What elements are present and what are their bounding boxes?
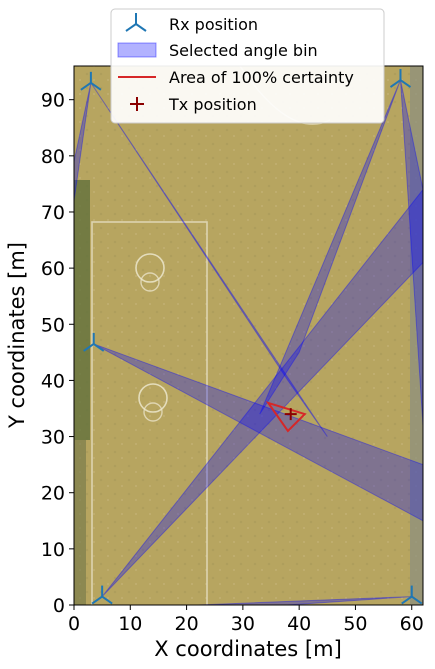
x-tick-label: 20 xyxy=(174,613,198,635)
x-axis-label: X coordinates [m] xyxy=(154,637,342,661)
certainty-area xyxy=(265,401,307,433)
y-tick-label: 50 xyxy=(41,314,65,336)
x-tick-label: 50 xyxy=(343,613,367,635)
field-circle-2 xyxy=(140,272,160,292)
x-tick-label: 30 xyxy=(231,613,255,635)
field-lines xyxy=(91,221,208,605)
angle-bin-4 xyxy=(93,343,423,522)
rx-markers xyxy=(80,69,423,605)
legend-bin-icon xyxy=(117,42,157,58)
legend-box xyxy=(110,8,385,124)
y-tick-label: 80 xyxy=(41,146,65,168)
legend-rx-label: Rx position xyxy=(169,15,258,34)
rx-marker-2 xyxy=(83,332,105,352)
x-tick-label: 0 xyxy=(68,613,80,635)
y-axis-label: Y coordinates [m] xyxy=(5,242,29,429)
y-tick-label: 0 xyxy=(53,595,65,617)
field-circle-1 xyxy=(135,253,165,283)
legend: Rx position Selected angle bin Area of 1… xyxy=(110,8,385,124)
tx-marker-group xyxy=(284,408,297,421)
field-circle-3 xyxy=(138,383,168,413)
angle-bin-5 xyxy=(101,188,423,597)
angle-bin-1 xyxy=(74,82,92,201)
x-tick-label: 10 xyxy=(118,613,142,635)
tx-marker xyxy=(284,408,297,421)
rx-marker-0 xyxy=(80,71,102,91)
plot-area xyxy=(74,66,423,605)
tree-line-left-lower xyxy=(74,440,86,605)
rx-marker-1 xyxy=(389,69,412,88)
y-tick-label: 90 xyxy=(41,90,65,112)
field-circle-4 xyxy=(143,402,163,422)
angle-bin-0 xyxy=(90,82,328,437)
x-tick-label: 40 xyxy=(287,613,311,635)
track-right xyxy=(410,66,423,605)
y-tick-label: 70 xyxy=(41,202,65,224)
rx-marker-3 xyxy=(91,585,113,605)
rx-marker-4 xyxy=(401,585,423,605)
y-ticks: 0 10 20 30 40 50 60 70 80 90 xyxy=(41,90,74,617)
y-tick-label: 10 xyxy=(41,539,65,561)
angle-bin-6 xyxy=(197,596,412,605)
legend-tx-label: Tx position xyxy=(168,95,257,114)
angle-bin-3 xyxy=(399,79,423,426)
x-tick-label: 60 xyxy=(400,613,424,635)
certainty-area-group xyxy=(265,401,307,433)
tree-line-left xyxy=(74,180,90,440)
legend-rx-icon xyxy=(125,13,147,32)
legend-bin-label: Selected angle bin xyxy=(169,41,318,60)
legend-tx-icon xyxy=(130,97,144,111)
x-ticks: 0 10 20 30 40 50 60 xyxy=(68,605,424,635)
y-tick-label: 30 xyxy=(41,427,65,449)
field-background xyxy=(74,66,423,605)
y-tick-label: 60 xyxy=(41,258,65,280)
y-tick-label: 20 xyxy=(41,483,65,505)
angle-bins xyxy=(74,79,423,605)
angle-bin-2 xyxy=(259,79,401,415)
legend-certainty-label: Area of 100% certainty xyxy=(169,68,354,87)
y-tick-label: 40 xyxy=(41,370,65,392)
